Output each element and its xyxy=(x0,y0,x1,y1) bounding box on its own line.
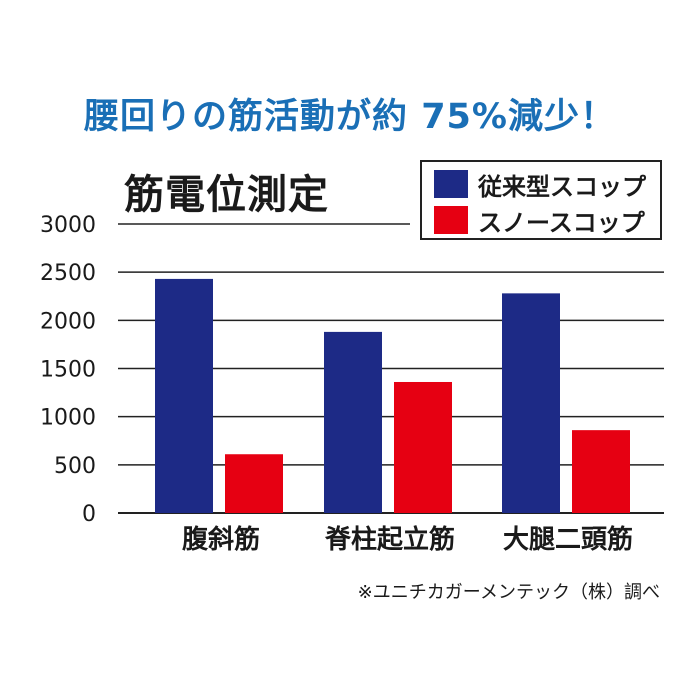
bar-1-3 xyxy=(502,293,560,513)
bar-1-1 xyxy=(155,278,213,513)
y-tick-label: 1500 xyxy=(40,358,96,383)
y-tick-label: 0 xyxy=(82,502,96,527)
legend-swatch-series-1 xyxy=(434,170,468,198)
headline: 腰回りの筋活動が約 75%減少！ xyxy=(84,97,616,137)
x-tick-label: 腹斜筋 xyxy=(181,524,260,555)
y-tick-label: 500 xyxy=(54,454,96,479)
bar-2-1 xyxy=(225,454,283,513)
legend: 従来型スコップ スノースコップ xyxy=(420,160,662,240)
y-tick-label: 3000 xyxy=(40,213,96,238)
footnote: ※ユニチカガーメンテック（株）調べ xyxy=(357,582,660,603)
legend-swatch-series-2 xyxy=(434,206,468,234)
legend-label-series-2: スノースコップ xyxy=(478,208,645,237)
y-tick-label: 1000 xyxy=(40,406,96,431)
chart-title: 筋電位測定 xyxy=(124,172,329,218)
y-tick-label: 2500 xyxy=(40,261,96,286)
x-tick-label: 大腿二頭筋 xyxy=(503,524,633,555)
legend-label-series-1: 従来型スコップ xyxy=(478,172,646,201)
y-tick-label: 2000 xyxy=(40,309,96,334)
bar-2-3 xyxy=(572,430,630,513)
bar-1-2 xyxy=(324,331,382,513)
legend-item-series-2: スノースコップ xyxy=(434,204,645,237)
x-tick-label: 脊柱起立筋 xyxy=(324,524,455,555)
bar-2-2 xyxy=(394,381,452,513)
legend-item-series-1: 従来型スコップ xyxy=(434,168,646,201)
